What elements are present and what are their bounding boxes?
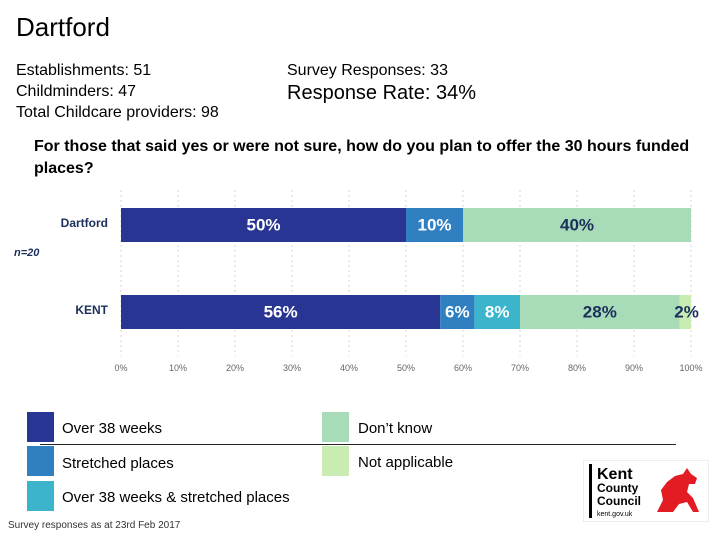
- total-providers-count: Total Childcare providers: 98: [16, 104, 219, 121]
- data-label: 40%: [560, 215, 594, 234]
- bar-segment: [440, 295, 475, 329]
- x-tick-label: 10%: [169, 363, 187, 373]
- legend-swatch-stretched: [27, 446, 54, 476]
- x-tick-label: 20%: [226, 363, 244, 373]
- data-label: 6%: [445, 302, 470, 321]
- data-label: 8%: [485, 302, 510, 321]
- sample-size-label: n=20: [14, 247, 40, 259]
- logo-line3: Council: [597, 494, 641, 508]
- horse-icon: [657, 468, 699, 512]
- data-label: 56%: [264, 302, 298, 321]
- kent-county-council-logo: Kent County Council kent.gov.uk: [583, 460, 709, 522]
- x-tick-label: 80%: [568, 363, 586, 373]
- stacked-bar-chart: 0% 10% 20% 30% 40% 50% 60% 70% 80% 90% 100% Dartfor…: [14, 190, 703, 373]
- legend-label-stretched: Stretched places: [62, 455, 174, 472]
- question-text: For those that said yes or were not sure…: [34, 138, 690, 177]
- legend-label-dontknow: Don’t know: [358, 420, 433, 437]
- data-label: 2%: [674, 302, 699, 321]
- bar-segment: [520, 295, 680, 329]
- x-tick-label: 60%: [454, 363, 472, 373]
- x-tick-label: 90%: [625, 363, 643, 373]
- legend-divider: [40, 444, 676, 445]
- childminders-count: Childminders: 47: [16, 83, 137, 100]
- legend-label-both: Over 38 weeks & stretched places: [62, 489, 290, 506]
- logo-line1: Kent: [597, 466, 633, 483]
- survey-responses: Survey Responses: 33: [287, 62, 448, 79]
- x-tick-label: 100%: [679, 363, 702, 373]
- bar-segment: [406, 208, 463, 242]
- page-title: Dartford: [16, 12, 110, 42]
- legend-swatch-notapplicable: [322, 446, 349, 476]
- legend-swatch-both: [27, 481, 54, 511]
- bar-segment: [121, 208, 406, 242]
- data-label: 10%: [417, 215, 451, 234]
- x-tick-label: 70%: [511, 363, 529, 373]
- response-rate: Response Rate: 34%: [287, 82, 477, 104]
- establishments-count: Establishments: 51: [16, 62, 152, 79]
- footnote: Survey responses as at 23rd Feb 2017: [8, 520, 181, 531]
- legend-label-notapplicable: Not applicable: [358, 454, 454, 471]
- x-tick-label: 40%: [340, 363, 358, 373]
- legend-swatch-dontknow: [322, 412, 349, 442]
- bar-segment: [463, 208, 691, 242]
- logo-url: kent.gov.uk: [597, 511, 633, 518]
- bar-segment: [121, 295, 441, 329]
- category-label: Dartford: [61, 216, 108, 230]
- x-tick-label: 30%: [283, 363, 301, 373]
- data-label: 50%: [246, 215, 280, 234]
- logo-line2: County: [597, 481, 639, 495]
- info-left: Establishments: 51 Childminders: 47 Tota…: [16, 60, 219, 123]
- legend-swatch-over38: [27, 412, 54, 442]
- bar-segment: [679, 295, 691, 329]
- bar-segment: [474, 295, 520, 329]
- category-label: KENT: [75, 303, 108, 317]
- x-tick-label: 50%: [397, 363, 415, 373]
- x-tick-label: 0%: [114, 363, 127, 373]
- data-label: 28%: [583, 302, 617, 321]
- legend-label-over38: Over 38 weeks: [62, 420, 163, 437]
